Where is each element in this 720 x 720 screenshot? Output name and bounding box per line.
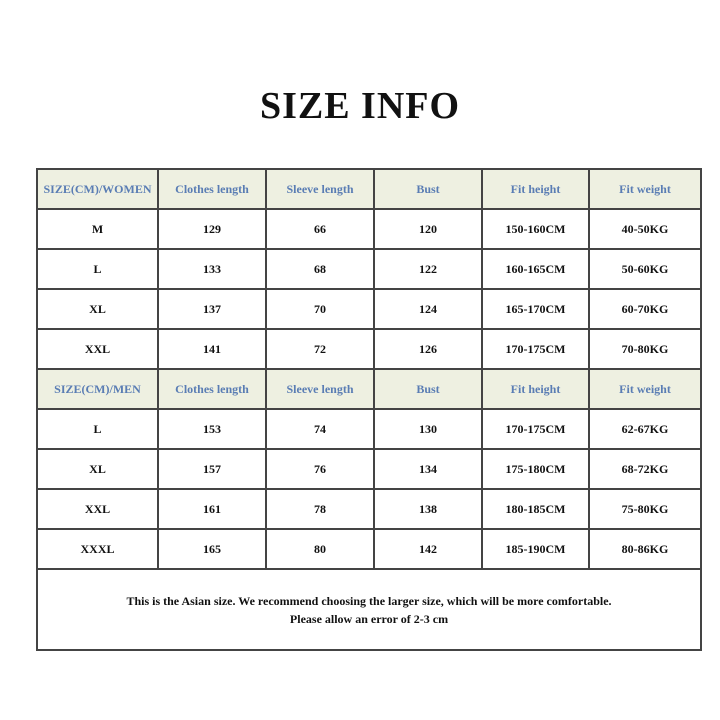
table-cell: 40-50KG <box>588 208 702 250</box>
section-header: SIZE(CM)/WOMEN <box>36 168 159 210</box>
column-header: Fit height <box>481 368 590 410</box>
table-cell: 129 <box>157 208 267 250</box>
section-header: SIZE(CM)/MEN <box>36 368 159 410</box>
table-cell: 50-60KG <box>588 248 702 290</box>
table-cell: 120 <box>373 208 483 250</box>
table-cell: 138 <box>373 488 483 530</box>
table-cell: 80 <box>265 528 375 570</box>
column-header: Clothes length <box>157 368 267 410</box>
table-cell: XXL <box>36 488 159 530</box>
table-cell: 175-180CM <box>481 448 590 490</box>
note-line-2: Please allow an error of 2-3 cm <box>289 611 449 626</box>
column-header: Sleeve length <box>265 368 375 410</box>
table-row: L 153 74 130 170-175CM 62-67KG <box>36 408 702 450</box>
table-cell: 60-70KG <box>588 288 702 330</box>
table-cell: 157 <box>157 448 267 490</box>
column-header: Sleeve length <box>265 168 375 210</box>
table-cell: 160-165CM <box>481 248 590 290</box>
men-header-row: SIZE(CM)/MEN Clothes length Sleeve length B… <box>36 368 702 410</box>
note-line-1: This is the Asian size. We recommend cho… <box>126 593 612 608</box>
table-cell: 165 <box>157 528 267 570</box>
column-header: Clothes length <box>157 168 267 210</box>
table-cell: 130 <box>373 408 483 450</box>
table-cell: 170-175CM <box>481 408 590 450</box>
column-header: Fit height <box>481 168 590 210</box>
table-cell: 133 <box>157 248 267 290</box>
table-cell: 78 <box>265 488 375 530</box>
table-cell: 62-67KG <box>588 408 702 450</box>
size-table: SIZE(CM)/WOMEN Clothes length Sleeve lengt… <box>36 168 702 651</box>
column-header: Fit weight <box>588 168 702 210</box>
table-cell: 150-160CM <box>481 208 590 250</box>
table-cell: 126 <box>373 328 483 370</box>
table-cell: L <box>36 408 159 450</box>
table-cell: 72 <box>265 328 375 370</box>
table-cell: 124 <box>373 288 483 330</box>
table-cell: 68-72KG <box>588 448 702 490</box>
table-cell: 161 <box>157 488 267 530</box>
table-cell: 185-190CM <box>481 528 590 570</box>
table-row: XL 137 70 124 165-170CM 60-70KG <box>36 288 702 330</box>
table-cell: 76 <box>265 448 375 490</box>
table-row: XL 157 76 134 175-180CM 68-72KG <box>36 448 702 490</box>
table-cell: 66 <box>265 208 375 250</box>
table-cell: XXL <box>36 328 159 370</box>
table-cell: 80-86KG <box>588 528 702 570</box>
table-cell: 137 <box>157 288 267 330</box>
table-cell: XL <box>36 448 159 490</box>
note-row: This is the Asian size. We recommend cho… <box>36 568 702 651</box>
table-cell: 134 <box>373 448 483 490</box>
women-header-row: SIZE(CM)/WOMEN Clothes length Sleeve lengt… <box>36 168 702 210</box>
table-row: L 133 68 122 160-165CM 50-60KG <box>36 248 702 290</box>
table-cell: L <box>36 248 159 290</box>
table-cell: XXXL <box>36 528 159 570</box>
size-note: This is the Asian size. We recommend cho… <box>36 568 702 651</box>
table-cell: 170-175CM <box>481 328 590 370</box>
table-cell: 142 <box>373 528 483 570</box>
table-cell: 180-185CM <box>481 488 590 530</box>
table-row: XXL 161 78 138 180-185CM 75-80KG <box>36 488 702 530</box>
table-cell: 153 <box>157 408 267 450</box>
column-header: Fit weight <box>588 368 702 410</box>
table-row: XXL 141 72 126 170-175CM 70-80KG <box>36 328 702 370</box>
table-cell: 141 <box>157 328 267 370</box>
table-cell: 68 <box>265 248 375 290</box>
table-cell: 70 <box>265 288 375 330</box>
column-header: Bust <box>373 368 483 410</box>
page-title: SIZE INFO <box>259 85 461 127</box>
column-header: Bust <box>373 168 483 210</box>
table-cell: 74 <box>265 408 375 450</box>
table-cell: 75-80KG <box>588 488 702 530</box>
table-cell: 165-170CM <box>481 288 590 330</box>
table-row: M 129 66 120 150-160CM 40-50KG <box>36 208 702 250</box>
table-cell: 70-80KG <box>588 328 702 370</box>
table-cell: XL <box>36 288 159 330</box>
table-row: XXXL 165 80 142 185-190CM 80-86KG <box>36 528 702 570</box>
table-cell: 122 <box>373 248 483 290</box>
table-cell: M <box>36 208 159 250</box>
